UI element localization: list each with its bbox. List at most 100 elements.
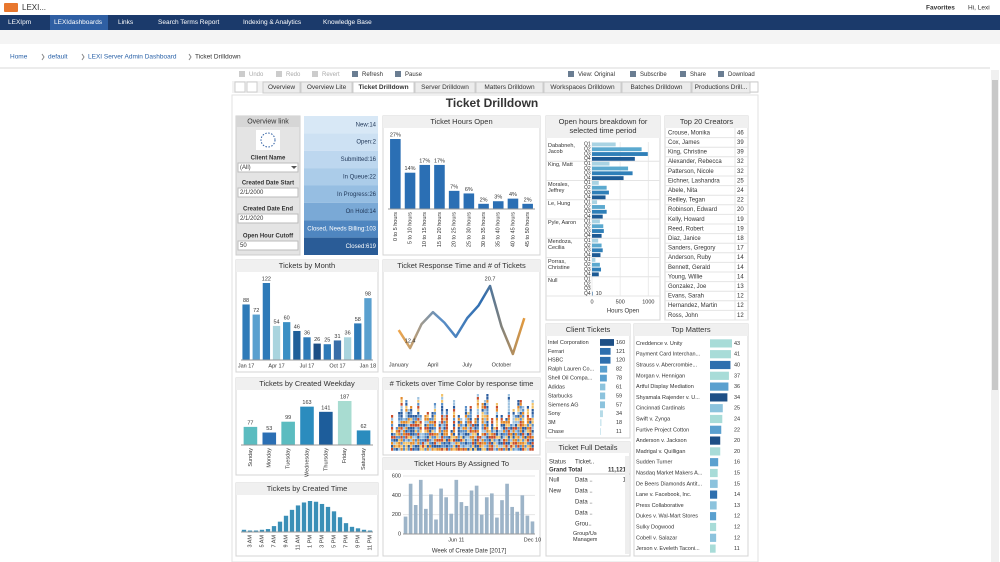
menu-item[interactable]: Knowledge Base — [323, 19, 372, 26]
tab[interactable] — [262, 81, 301, 94]
creator-name: Gonzalez, Joe — [668, 284, 707, 290]
status-label[interactable]: New:14 — [356, 122, 377, 128]
toolbar-button[interactable]: View: Original — [578, 72, 615, 78]
creator-count: 14 — [737, 255, 744, 261]
filter-value[interactable]: 2/1/2000 — [240, 190, 264, 196]
category-label: Sony — [548, 411, 561, 417]
bar — [530, 521, 535, 534]
status-label[interactable]: Open:2 — [356, 140, 376, 146]
filter-value[interactable]: 50 — [240, 243, 247, 249]
tab[interactable] — [475, 81, 544, 94]
heatmap-cell — [512, 424, 515, 427]
heatmap-cell — [469, 415, 472, 418]
toolbar-button[interactable]: Revert — [322, 72, 340, 78]
heatmap-cell — [462, 436, 465, 439]
heatmap-cell — [526, 448, 529, 451]
x-tick-label: Apr 17 — [268, 363, 284, 369]
heatmap-cell — [517, 415, 520, 418]
status-label[interactable]: Closed:619 — [346, 244, 377, 250]
status-row[interactable] — [304, 237, 378, 255]
filter-input[interactable] — [237, 187, 299, 198]
bar — [295, 505, 301, 532]
tab-label[interactable]: Overview — [268, 84, 295, 91]
tab-label[interactable]: Productions Drill... — [695, 84, 748, 91]
toolbar-button[interactable]: Refresh — [362, 72, 383, 78]
scroll-thumb[interactable] — [992, 80, 998, 390]
heatmap-cell — [405, 427, 408, 430]
tab-label[interactable]: Matters Drilldown — [484, 84, 535, 91]
menu-item[interactable]: LEXIpm — [8, 19, 31, 26]
heatmap-cell — [402, 448, 406, 451]
tab-label[interactable]: Workspaces Drilldown — [550, 84, 615, 91]
status-label[interactable]: On Hold:14 — [346, 209, 377, 215]
status-row[interactable] — [304, 150, 378, 169]
toolbar-button[interactable]: Redo — [286, 72, 301, 78]
status-row[interactable] — [304, 202, 378, 221]
heatmap-cell — [393, 436, 396, 439]
heatmap-cell — [503, 442, 506, 445]
status-row[interactable] — [304, 116, 378, 134]
toolbar-icon — [395, 71, 401, 77]
menu-item[interactable]: Links — [118, 19, 134, 26]
filter-value[interactable]: 2/1/2020 — [240, 216, 264, 222]
filter-input[interactable] — [237, 240, 299, 251]
status-row[interactable] — [304, 133, 378, 151]
menu-item[interactable]: LEXIdashboards — [54, 19, 103, 26]
status-row[interactable] — [304, 220, 378, 238]
filter-input[interactable] — [237, 213, 299, 224]
status-label[interactable]: Submitted:16 — [341, 157, 377, 163]
toolbar-button[interactable]: Subscribe — [640, 72, 667, 78]
status-row[interactable] — [304, 185, 378, 203]
tab-scroll[interactable] — [749, 81, 759, 93]
breadcrumb[interactable]: default — [48, 54, 68, 61]
heatmap-cell — [412, 424, 415, 427]
tab-label[interactable]: Batches Drilldown — [630, 84, 682, 91]
breadcrumb[interactable]: LEXI Server Admin Dashboard — [88, 54, 177, 61]
heatmap-cell — [438, 427, 441, 430]
panel-title[interactable]: Overview link — [247, 118, 289, 125]
heatmap-cell — [476, 439, 479, 442]
tab-scroll[interactable] — [234, 81, 246, 93]
tab[interactable] — [300, 81, 353, 94]
tab-label[interactable]: Server Drilldown — [421, 84, 469, 91]
tab[interactable] — [621, 81, 692, 94]
filter-input[interactable] — [237, 162, 299, 173]
heatmap-cell — [445, 442, 448, 445]
heatmap-cell — [464, 430, 468, 433]
tab[interactable] — [414, 81, 476, 94]
tab[interactable] — [543, 81, 622, 94]
toolbar-button[interactable]: Pause — [405, 72, 423, 78]
status-label[interactable]: Closed, Needs Billing:103 — [307, 227, 376, 233]
line — [397, 284, 526, 356]
menu-item[interactable]: Search Terms Report — [158, 19, 219, 26]
bar — [710, 436, 721, 445]
tab[interactable] — [352, 81, 415, 94]
heatmap-cell — [400, 439, 403, 442]
tab-scroll[interactable] — [246, 81, 258, 93]
toolbar-button[interactable]: Share — [690, 72, 707, 78]
bar-value-label: 25 — [734, 406, 740, 412]
status-label[interactable]: In Queue:22 — [343, 174, 377, 180]
toolbar-button[interactable]: Download — [728, 72, 755, 78]
user-menu[interactable]: Hi, Lexi — [968, 5, 990, 12]
tab-label[interactable]: Ticket Drilldown — [358, 84, 408, 91]
breadcrumb[interactable]: Home — [10, 54, 28, 61]
tab-label[interactable]: Overview Lite — [307, 84, 347, 91]
menu-item[interactable]: Indexing & Analytics — [243, 19, 302, 26]
heatmap-cell — [474, 430, 477, 433]
toolbar-button[interactable]: Undo — [249, 72, 264, 78]
x-tick-label: Monday — [267, 448, 273, 468]
status-label[interactable]: In Progress:26 — [337, 192, 377, 198]
heatmap-cell — [424, 436, 427, 439]
favorites[interactable]: Favorites — [926, 5, 955, 12]
panel-header — [665, 116, 748, 128]
heatmap-cell — [472, 445, 475, 448]
status-row[interactable] — [304, 168, 378, 186]
heatmap-cell — [426, 445, 429, 448]
category-label: Furtive Project Cotton — [636, 427, 689, 433]
dropdown-arrow[interactable] — [291, 166, 297, 169]
heatmap-cell — [452, 439, 456, 442]
filter-value[interactable]: (All) — [240, 165, 251, 171]
heatmap-cell — [424, 448, 427, 451]
heatmap-cell — [522, 421, 525, 424]
